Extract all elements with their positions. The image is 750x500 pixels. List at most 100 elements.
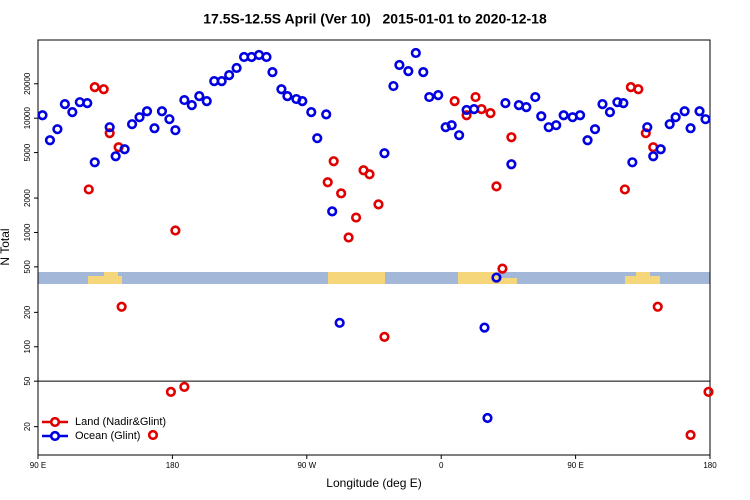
legend-marker (49, 416, 61, 428)
data-point (500, 97, 511, 109)
data-point (652, 301, 663, 312)
data-point (491, 181, 502, 192)
land-strip (636, 272, 650, 284)
data-point (373, 199, 384, 210)
data-point (165, 386, 177, 397)
data-point (418, 66, 429, 78)
y-tick-label: 5000 (23, 143, 32, 161)
y-tick-label: 20000 (23, 72, 32, 95)
data-point (343, 232, 354, 243)
data-point (179, 381, 190, 392)
data-point (350, 212, 362, 223)
data-point (506, 132, 517, 143)
data-point (627, 157, 638, 168)
data-point (89, 82, 100, 93)
data-point (276, 84, 287, 95)
data-point (194, 90, 205, 102)
data-point (170, 125, 181, 136)
data-point (231, 62, 242, 74)
data-point (83, 184, 94, 195)
data-point (470, 91, 481, 103)
data-point (186, 100, 197, 111)
data-point (551, 120, 562, 131)
data-point (479, 322, 490, 333)
y-tick-label: 20 (23, 422, 32, 431)
y-tick-label: 100 (23, 340, 32, 354)
data-point (141, 106, 153, 117)
data-point (327, 206, 338, 217)
data-point (297, 96, 308, 107)
data-point (619, 184, 630, 195)
data-point (700, 114, 711, 125)
data-point (261, 51, 272, 63)
data-point (110, 151, 121, 162)
x-tick-label: 180 (166, 461, 180, 470)
x-tick-label: 180 (703, 461, 717, 470)
y-tick-label: 2000 (23, 189, 32, 207)
data-point (597, 99, 608, 110)
x-tick-label: 90 W (297, 461, 316, 470)
data-point (179, 94, 190, 106)
data-point (485, 108, 496, 119)
data-point (147, 429, 159, 441)
data-point (379, 331, 390, 342)
chart-title: 17.5S-12.5S April (Ver 10) 2015-01-01 to… (203, 11, 547, 27)
data-point (170, 225, 181, 236)
data-point (558, 110, 569, 121)
data-point (612, 97, 623, 108)
data-point (282, 90, 293, 102)
data-point (433, 90, 444, 101)
data-point (461, 110, 472, 121)
data-point (633, 84, 644, 95)
data-point (618, 97, 629, 109)
data-point (679, 106, 690, 117)
data-point (224, 70, 235, 81)
data-point (89, 157, 100, 168)
land-strip (458, 272, 498, 284)
land-mask-strip (38, 272, 710, 284)
data-point (379, 148, 390, 159)
data-point (104, 128, 115, 139)
data-point (388, 80, 399, 92)
legend-label: Ocean (Glint) (75, 430, 140, 442)
data-point (482, 412, 493, 424)
data-point (582, 135, 593, 146)
data-point (306, 107, 317, 118)
data-point (119, 144, 130, 155)
data-point (67, 107, 78, 118)
land-strip (104, 272, 118, 284)
data-point (449, 96, 460, 107)
data-point (604, 107, 616, 118)
data-point (685, 429, 696, 441)
data-point (149, 123, 160, 134)
data-point (670, 112, 681, 123)
data-point (364, 169, 375, 180)
legend-item: Ocean (Glint) (42, 430, 140, 442)
data-point (216, 76, 227, 87)
data-point (126, 119, 138, 130)
x-tick-label: 0 (439, 461, 444, 470)
data-point (394, 59, 405, 71)
data-point (312, 133, 323, 144)
data-point (454, 130, 465, 141)
data-point (164, 114, 175, 125)
data-point (82, 97, 93, 109)
data-point (134, 112, 145, 123)
data-point (491, 272, 502, 283)
data-point (642, 122, 653, 133)
data-point (37, 110, 48, 121)
data-point (655, 144, 666, 155)
data-point (267, 66, 278, 78)
data-point (694, 106, 705, 117)
data-point (336, 188, 347, 199)
data-point (574, 110, 586, 121)
data-point (589, 124, 601, 135)
land-strip (328, 272, 385, 284)
data-point (648, 151, 659, 162)
y-tick-label: 50 (23, 376, 32, 385)
legend-label: Land (Nadir&Glint) (75, 416, 166, 428)
data-point (664, 119, 675, 130)
data-point (104, 122, 115, 133)
